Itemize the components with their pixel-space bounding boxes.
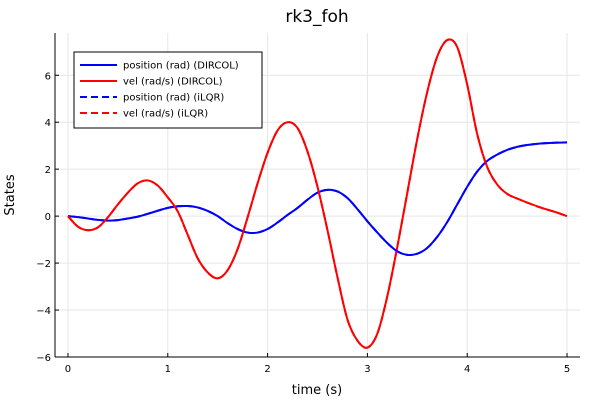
series-line-2	[67, 141, 568, 257]
y-tick-label: −4	[36, 306, 51, 317]
legend-label: position (rad) (iLQR)	[123, 93, 224, 104]
y-axis-label: States	[3, 174, 18, 215]
legend-label: vel (rad/s) (DIRCOL)	[123, 77, 223, 88]
y-tick-label: −2	[36, 259, 51, 270]
x-axis-label: time (s)	[292, 383, 342, 398]
x-tick-label: 1	[165, 364, 171, 375]
y-ticks: −6 −4 −2 0 2 4 6	[36, 71, 59, 364]
series-line-3	[67, 38, 568, 349]
y-tick-label: 2	[45, 165, 51, 176]
y-tick-label: 4	[45, 118, 51, 129]
axes	[54, 33, 580, 358]
x-tick-label: 3	[364, 364, 370, 375]
x-tick-label: 5	[564, 364, 570, 375]
series-group	[67, 38, 568, 349]
x-tick-label: 2	[264, 364, 270, 375]
x-ticks: 0 1 2 3 4 5	[65, 353, 570, 375]
y-tick-label: −6	[36, 353, 51, 364]
legend-label: vel (rad/s) (iLQR)	[123, 109, 208, 120]
chart-title: rk3_foh	[285, 7, 348, 27]
y-tick-label: 6	[45, 71, 51, 82]
x-tick-label: 4	[464, 364, 470, 375]
x-tick-label: 0	[65, 364, 71, 375]
y-tick-label: 0	[45, 212, 51, 223]
legend-label: position (rad) (DIRCOL)	[123, 61, 239, 72]
legend: position (rad) (DIRCOL) vel (rad/s) (DIRC…	[73, 51, 263, 129]
